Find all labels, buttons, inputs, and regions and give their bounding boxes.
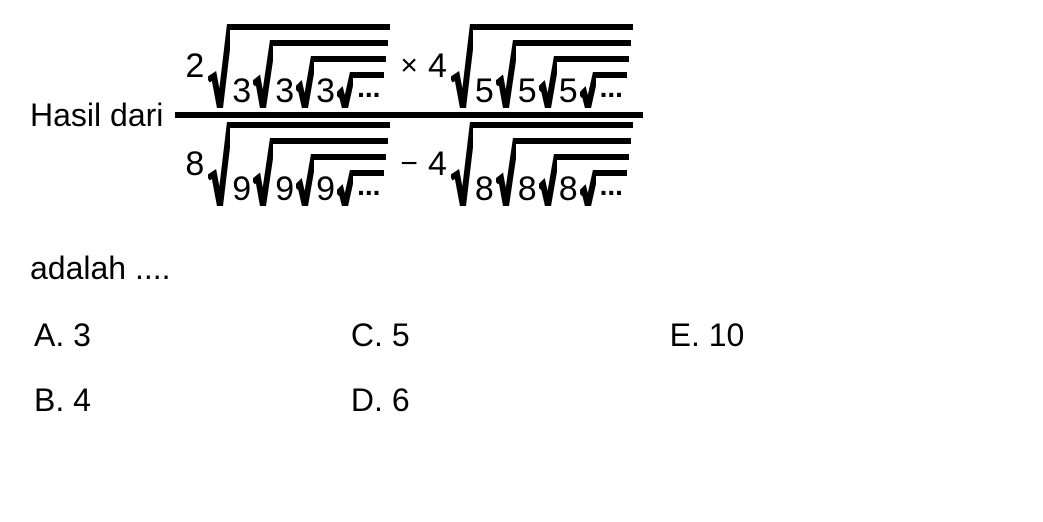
num-n1c: 3: [316, 74, 337, 108]
choices-row-1: A. 3 C. 5 E. 10: [30, 317, 1013, 354]
den-rad1-outer: 9 9 9: [208, 122, 390, 206]
den-n2c: 8: [559, 172, 580, 206]
num-rad2-4: ...: [580, 72, 627, 108]
den-rad2-2: 8 8 ...: [496, 138, 631, 206]
num-rad1-4: ...: [337, 72, 384, 108]
num-n2c: 5: [559, 74, 580, 108]
numerator: 2 3 3 3: [175, 20, 643, 112]
num-n1b: 3: [275, 74, 296, 108]
choice-e: E. 10: [670, 317, 745, 354]
den-rad2-3: 8 ...: [539, 154, 629, 206]
num-n2a: 5: [475, 74, 496, 108]
num-rad2-outer: 5 5 5: [451, 24, 633, 108]
den-coef-2: 4: [428, 145, 447, 184]
den-n1b: 9: [275, 172, 296, 206]
den-rad2-4: ...: [580, 170, 627, 206]
num-dots2: ...: [598, 72, 625, 108]
num-rad1-3: 3 ...: [296, 56, 386, 108]
den-n1a: 9: [232, 172, 253, 206]
num-rad1-outer: 3 3 3: [208, 24, 390, 108]
adalah-text: adalah ....: [30, 250, 1013, 287]
num-op: ×: [394, 49, 424, 83]
den-rad1-3: 9 ...: [296, 154, 386, 206]
den-dots1: ...: [355, 170, 382, 206]
choice-b: B. 4: [34, 382, 91, 419]
fraction: 2 3 3 3: [175, 20, 643, 210]
prompt-text: Hasil dari: [30, 97, 163, 134]
den-rad2-outer: 8 8 8: [451, 122, 633, 206]
den-n1c: 9: [316, 172, 337, 206]
choice-a: A. 3: [34, 317, 91, 354]
choice-d: D. 6: [351, 382, 410, 419]
num-dots1: ...: [355, 72, 382, 108]
num-rad1-2: 3 3 ...: [253, 40, 388, 108]
den-n2a: 8: [475, 172, 496, 206]
den-n2b: 8: [518, 172, 539, 206]
den-coef-1: 8: [185, 145, 204, 184]
num-rad2-3: 5 ...: [539, 56, 629, 108]
choice-c: C. 5: [351, 317, 410, 354]
num-coef-1: 2: [185, 47, 204, 86]
num-n2b: 5: [518, 74, 539, 108]
num-coef-2: 4: [428, 47, 447, 86]
den-rad1-2: 9 9 ...: [253, 138, 388, 206]
den-rad1-4: ...: [337, 170, 384, 206]
question-row: Hasil dari 2 3 3 3: [30, 20, 1013, 210]
den-dots2: ...: [598, 170, 625, 206]
denominator: 8 9 9 9: [175, 118, 643, 210]
den-op: −: [394, 147, 424, 181]
num-n1a: 3: [232, 74, 253, 108]
num-rad2-2: 5 5 ...: [496, 40, 631, 108]
choices-row-2: B. 4 D. 6: [30, 382, 1013, 419]
